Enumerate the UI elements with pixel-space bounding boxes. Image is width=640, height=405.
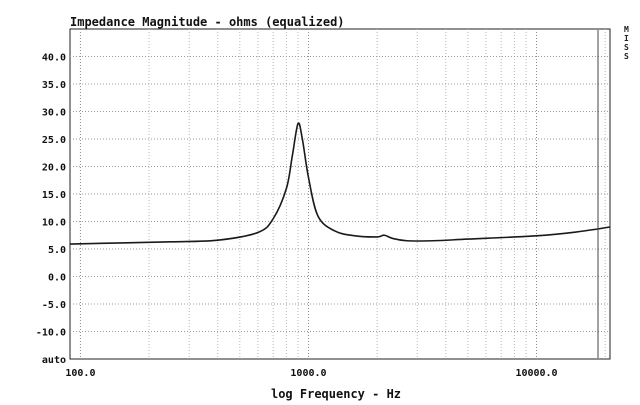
y-tick-label: 5.0 [48,245,66,256]
y-tick-label: 40.0 [42,53,66,64]
x-tick-label: 100.0 [65,368,95,379]
x-tick-label: 10000.0 [515,368,557,379]
y-axis-ticks: 40.0 35.0 30.0 25.0 20.0 15.0 10.0 5.0 0.0 -5.0 -1… [36,53,66,367]
x-axis-ticks: 100.0 1000.0 10000.0 [65,368,557,379]
y-tick-label: 30.0 [42,108,66,119]
impedance-series-line [69,122,611,245]
y-tick-label: auto [42,355,66,366]
y-tick-label: -5.0 [42,300,66,311]
x-axis-label: log Frequency - Hz [271,387,401,401]
grid-lines [70,29,610,359]
series-group [69,122,611,245]
y-tick-label: 35.0 [42,80,66,91]
x-tick-label: 1000.0 [290,368,326,379]
y-tick-label: 15.0 [42,190,66,201]
y-tick-label: 0.0 [48,273,66,284]
y-tick-label: 25.0 [42,135,66,146]
chart-title: Impedance Magnitude - ohms (equalized) [70,15,345,29]
y-tick-label: 20.0 [42,163,66,174]
y-tick-label: 10.0 [42,218,66,229]
y-tick-label: -10.0 [36,328,66,339]
